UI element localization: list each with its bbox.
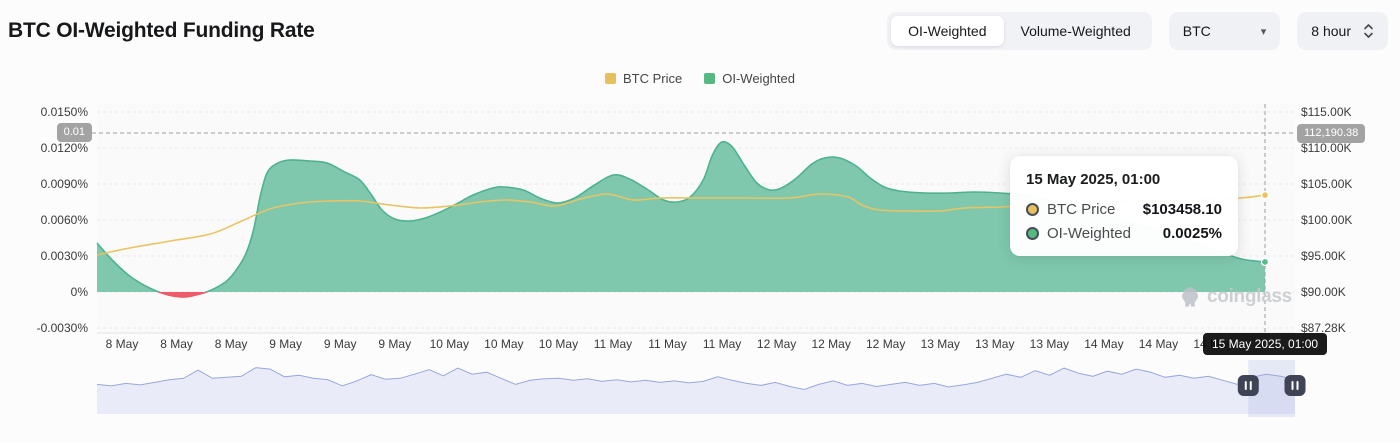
tooltip-value: $103458.10 bbox=[1142, 201, 1222, 218]
left-axis-label: 0.0060% bbox=[40, 213, 88, 227]
left-axis-label: 0.0120% bbox=[40, 141, 88, 155]
btc-price-dot-icon bbox=[1026, 203, 1039, 216]
x-axis-label: 14 May bbox=[1138, 337, 1179, 351]
x-axis-label: 10 May bbox=[484, 337, 524, 351]
x-axis-label: 9 May bbox=[323, 337, 357, 351]
tooltip-row-btc-price: BTC Price $103458.10 bbox=[1026, 201, 1222, 218]
stepper-icon bbox=[1364, 24, 1373, 38]
x-axis-label: 11 May bbox=[648, 337, 687, 351]
x-axis-label: 13 May bbox=[1029, 337, 1070, 351]
right-axis-label: $115.00K bbox=[1301, 105, 1352, 119]
tooltip-value: 0.0025% bbox=[1162, 225, 1222, 242]
tab-oi-weighted[interactable]: OI-Weighted bbox=[891, 16, 1004, 46]
legend-item-oi-weighted[interactable]: OI-Weighted bbox=[704, 71, 795, 86]
x-axis-label: 12 May bbox=[866, 337, 906, 351]
tooltip-label: BTC Price bbox=[1047, 201, 1116, 218]
right-axis-label: $87.28K bbox=[1301, 321, 1346, 335]
chart-tooltip: 15 May 2025, 01:00 BTC Price $103458.10 … bbox=[1010, 156, 1238, 256]
x-axis-label: 10 May bbox=[538, 337, 579, 351]
x-axis-label: 8 May bbox=[160, 337, 193, 351]
coinglass-watermark: coinglass bbox=[1178, 285, 1292, 309]
watermark-text: coinglass bbox=[1207, 286, 1292, 307]
x-axis-label: 12 May bbox=[756, 337, 797, 351]
right-axis-label: $105.00K bbox=[1301, 177, 1353, 191]
tooltip-date: 15 May 2025, 01:00 bbox=[1026, 171, 1161, 188]
right-axis-label: $90.00K bbox=[1301, 285, 1346, 299]
weighted-toggle: OI-Weighted Volume-Weighted bbox=[887, 12, 1152, 50]
symbol-select[interactable]: BTC ▾ bbox=[1168, 12, 1281, 50]
oi-weighted-dot-icon bbox=[1026, 227, 1039, 240]
right-axis-label: $95.00K bbox=[1301, 249, 1346, 263]
x-axis-label: 11 May bbox=[702, 337, 742, 351]
x-axis-label: 8 May bbox=[214, 337, 248, 351]
gorilla-logo-icon bbox=[1181, 287, 1199, 307]
left-axis-label: -0.0030% bbox=[36, 321, 88, 335]
crosshair-left-badge: 0.01 bbox=[56, 123, 92, 142]
tab-volume-weighted[interactable]: Volume-Weighted bbox=[1004, 16, 1148, 46]
x-axis-label: 9 May bbox=[378, 337, 412, 351]
page-title: BTC OI-Weighted Funding Rate bbox=[8, 19, 315, 42]
legend: BTC Price OI-Weighted bbox=[0, 71, 1400, 86]
symbol-select-value: BTC bbox=[1182, 23, 1211, 39]
tooltip-label: OI-Weighted bbox=[1047, 225, 1131, 242]
header-controls: OI-Weighted Volume-Weighted BTC ▾ 8 hour bbox=[887, 12, 1400, 50]
x-axis-label: 13 May bbox=[920, 337, 960, 351]
x-axis-label: 11 May bbox=[593, 337, 633, 351]
interval-select-value: 8 hour bbox=[1311, 23, 1351, 39]
oi-weighted-swatch bbox=[704, 73, 716, 84]
x-axis-label: 8 May bbox=[105, 337, 139, 351]
x-axis-label: 12 May bbox=[811, 337, 851, 351]
chevron-down-icon: ▾ bbox=[1260, 25, 1267, 38]
crosshair-right-badge: 112,190.38 bbox=[1297, 124, 1366, 143]
left-axis-label: 0.0030% bbox=[40, 249, 88, 263]
left-axis-label: 0% bbox=[70, 285, 88, 299]
x-axis-label: 14 May bbox=[1084, 337, 1124, 351]
legend-label: OI-Weighted bbox=[722, 71, 795, 86]
tooltip-row-oi-weighted: OI-Weighted 0.0025% bbox=[1026, 225, 1222, 242]
x-axis-label: 10 May bbox=[429, 337, 469, 351]
btc-price-swatch bbox=[605, 73, 616, 84]
left-axis-label: 0.0150% bbox=[40, 105, 88, 119]
navigator-handle[interactable] bbox=[1284, 375, 1306, 396]
right-axis-label: $110.00K bbox=[1301, 141, 1352, 155]
header: BTC OI-Weighted Funding Rate OI-Weighted… bbox=[0, 0, 1400, 62]
navigator-handle[interactable] bbox=[1237, 375, 1259, 396]
legend-item-btc-price[interactable]: BTC Price bbox=[605, 71, 682, 86]
x-axis-label: 13 May bbox=[975, 337, 1015, 351]
crosshair-date-badge: 15 May 2025, 01:00 bbox=[1203, 333, 1328, 355]
interval-select[interactable]: 8 hour bbox=[1297, 12, 1388, 50]
left-axis-label: 0.0090% bbox=[40, 177, 88, 191]
x-axis-label: 9 May bbox=[269, 337, 302, 351]
legend-label: BTC Price bbox=[623, 71, 683, 86]
right-axis-label: $100.00K bbox=[1301, 213, 1353, 227]
